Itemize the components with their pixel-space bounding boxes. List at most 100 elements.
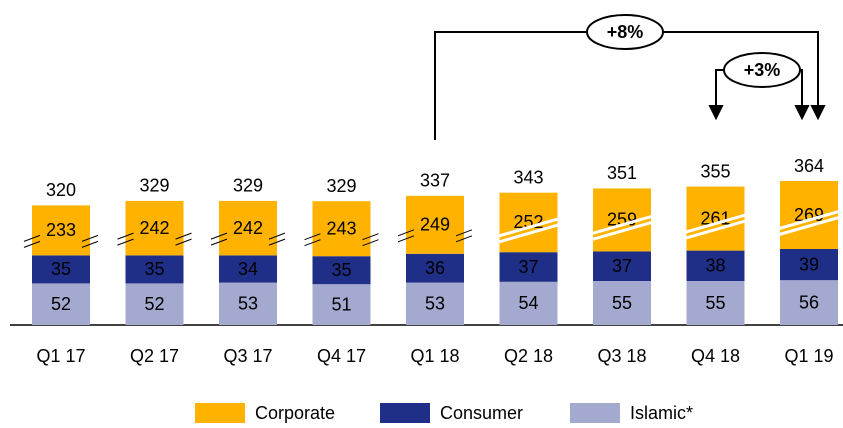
data-label: 56 (799, 292, 819, 312)
bar-segment (32, 255, 90, 284)
axis-break (210, 232, 228, 240)
annotation-brackets (434, 14, 826, 140)
data-label: 269 (794, 205, 824, 225)
bar-segment (312, 201, 371, 257)
bar-segment (125, 283, 184, 325)
data-label: 36 (425, 258, 445, 278)
bar-segment (780, 249, 838, 281)
arrow-head (810, 105, 826, 121)
axis-break (117, 232, 134, 240)
data-label: 35 (51, 259, 71, 279)
axis-break (117, 238, 134, 246)
x-tick-label: Q2 18 (504, 346, 553, 366)
data-label: 37 (518, 257, 538, 277)
axis-break (23, 240, 41, 248)
axis-break (175, 238, 192, 246)
total-label: 355 (700, 161, 730, 181)
total-label: 329 (326, 176, 356, 196)
axis-break (362, 233, 379, 241)
axis-break (175, 232, 192, 240)
axis-break (210, 238, 228, 246)
bar-segment (312, 256, 371, 285)
data-label: 35 (331, 260, 351, 280)
x-tick-label: Q4 18 (691, 346, 740, 366)
bar-segment (593, 281, 651, 325)
x-tick-label: Q3 17 (223, 346, 272, 366)
legend-label: Islamic* (630, 403, 693, 423)
data-label: 52 (144, 294, 164, 314)
axis-break (586, 213, 658, 237)
bar-segment (406, 195, 464, 254)
axis-break (773, 208, 843, 232)
x-tick-label: Q1 17 (36, 346, 85, 366)
annotation: +3% (744, 60, 781, 80)
bar-segment (593, 251, 651, 281)
bar-segment (125, 255, 184, 284)
axis-break (268, 238, 286, 246)
data-label: 51 (331, 294, 351, 314)
bar-segment (32, 205, 90, 256)
data-label: 35 (144, 259, 164, 279)
bar-segment (406, 282, 464, 325)
axis-break (397, 229, 415, 237)
data-label: 55 (612, 293, 632, 313)
bar-segment (499, 252, 558, 282)
total-label: 320 (46, 180, 76, 200)
axis-break (304, 239, 321, 247)
total-label: 343 (513, 167, 543, 187)
data-label: 55 (705, 293, 725, 313)
bar-segment (406, 253, 464, 283)
axis-break (773, 214, 843, 238)
x-tick-label: Q2 17 (130, 346, 179, 366)
total-label: 329 (139, 176, 169, 196)
data-label: 242 (233, 218, 263, 238)
data-label: 233 (46, 220, 76, 240)
axis-break (493, 222, 564, 245)
total-label: 351 (607, 163, 637, 183)
data-label: 38 (705, 256, 725, 276)
arrow-head (794, 105, 810, 121)
data-label: 259 (607, 210, 637, 230)
axis-break (680, 212, 751, 236)
axis-break (680, 218, 751, 242)
axis-break (455, 229, 473, 237)
total-label: 329 (233, 176, 263, 196)
annotation: +8% (607, 22, 644, 42)
legend-swatch (570, 403, 620, 423)
arrow-head (708, 105, 724, 121)
bar-segment (499, 281, 558, 325)
bar-segment (312, 284, 371, 325)
axis-break (268, 232, 286, 240)
data-label: 37 (612, 256, 632, 276)
legend-label: Corporate (255, 403, 335, 423)
legend-swatch (380, 403, 430, 423)
axis-break (493, 216, 564, 239)
total-label: 364 (794, 156, 824, 176)
bar-segment (32, 283, 90, 325)
axis-break (23, 234, 41, 242)
data-label: 242 (139, 218, 169, 238)
data-label: 252 (513, 212, 543, 232)
bar-segment (686, 281, 745, 325)
data-label: 53 (425, 294, 445, 314)
axis-break (81, 234, 99, 242)
x-tick-label: Q1 18 (410, 346, 459, 366)
x-tick-label: Q1 19 (784, 346, 833, 366)
x-tick-label: Q3 18 (597, 346, 646, 366)
bar-segment (686, 250, 745, 281)
bar-segment (219, 255, 277, 283)
axis-break (304, 233, 321, 241)
legend-label: Consumer (440, 403, 523, 423)
bar-segment (219, 200, 277, 256)
data-label: 261 (700, 208, 730, 228)
data-label: 34 (238, 259, 258, 279)
axis-break (586, 219, 658, 243)
data-label: 53 (238, 294, 258, 314)
annotation-ellipse (723, 52, 801, 88)
axis-break (81, 240, 99, 248)
annotation-ellipse (586, 14, 664, 50)
data-label: 243 (326, 218, 356, 238)
bar-segment (125, 200, 184, 256)
bar-segment (219, 282, 277, 325)
